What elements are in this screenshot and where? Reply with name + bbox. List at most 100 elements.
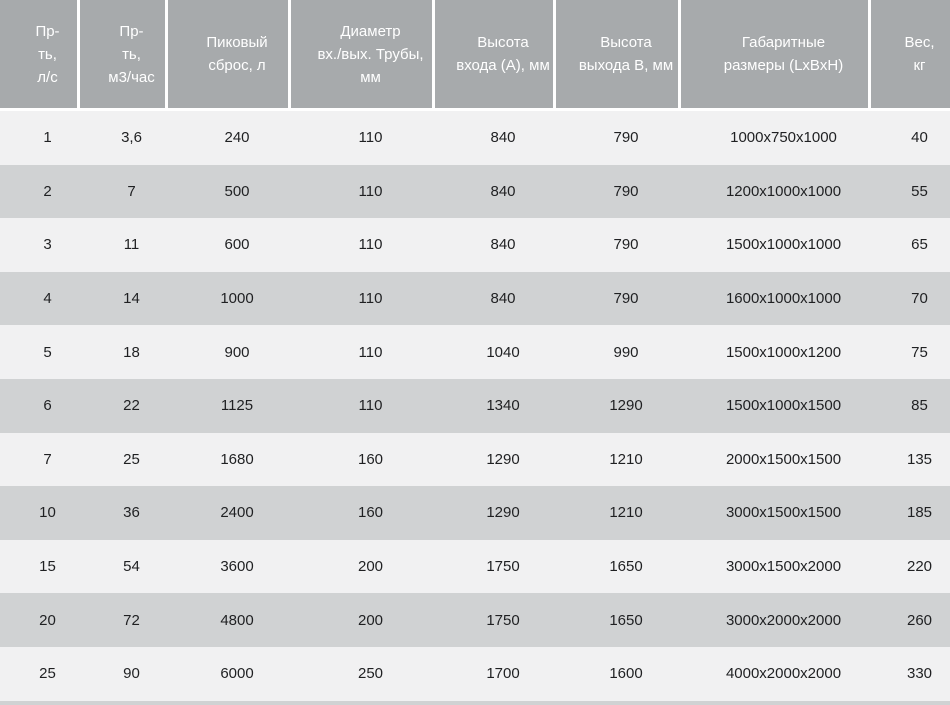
- cell: 110: [358, 397, 383, 415]
- cell: 2000x1500x1500: [725, 450, 842, 468]
- cell: 1500x1000x1500: [725, 397, 842, 415]
- table-row: 20 72 4800 200 1750 1650 3000x2000x2000 260: [0, 593, 950, 647]
- cell: 1680: [220, 450, 254, 468]
- table-row: 4 14 1000 110 840 790 1600x1000x1000 70: [0, 271, 950, 326]
- cell: 11: [123, 236, 140, 254]
- cell: 1650: [609, 611, 643, 629]
- cell: 20: [39, 611, 56, 629]
- table-row: 6 22 1125 110 1340 1290 1500x1000x1500 85: [0, 378, 950, 433]
- cell: 3000x1500x2000: [725, 558, 842, 576]
- column-header-productivity-ls: Пр- ть, л/с: [0, 0, 77, 108]
- cell: 3000x2000x2000: [725, 611, 842, 629]
- table-row: 5 18 900 110 1040 990 1500x1000x1200 75: [0, 325, 950, 379]
- cell: 25: [39, 665, 56, 683]
- cell: 22: [123, 397, 140, 415]
- cell: 6000: [220, 665, 254, 683]
- cell: 25: [123, 450, 140, 468]
- cell: 4: [43, 290, 52, 308]
- cell: 185: [906, 504, 933, 522]
- column-header-weight: Вес, кг: [871, 0, 950, 108]
- cell: 240: [224, 129, 250, 147]
- cell: 110: [358, 290, 383, 308]
- cell: 70: [911, 290, 928, 308]
- cell: 990: [613, 343, 639, 361]
- cell: 2400: [220, 504, 254, 522]
- cell: 4000x2000x2000: [725, 665, 842, 683]
- cell: 1340: [486, 397, 520, 415]
- cell: 200: [357, 558, 384, 576]
- table-row: 25 90 6000 250 1700 1600 4000x2000x2000 330: [0, 646, 950, 701]
- cell: 1: [43, 129, 52, 147]
- cell: 7: [43, 450, 52, 468]
- table-row: 10 36 2400 160 1290 1210 3000x1500x1500 185: [0, 486, 950, 540]
- cell: 14: [123, 290, 140, 308]
- cell: 110: [358, 182, 383, 200]
- table-row: 1 3,6 240 110 840 790 1000x750x1000 40: [0, 111, 950, 165]
- cell: 1500x1000x1000: [725, 236, 842, 254]
- cell: 90: [123, 665, 140, 683]
- column-header-outlet-height: Высота выхода В, мм: [556, 0, 678, 108]
- cell: 1750: [486, 611, 520, 629]
- cell: 40: [911, 129, 928, 147]
- cell: 1210: [609, 504, 643, 522]
- cell: 840: [490, 182, 516, 200]
- cell: 55: [911, 182, 928, 200]
- cell: 1000x750x1000: [730, 129, 837, 147]
- cell: 840: [490, 236, 516, 254]
- cell: 15: [39, 558, 56, 576]
- cell: 3000x1500x1500: [725, 504, 842, 522]
- cell: 3,6: [121, 129, 142, 147]
- cell: 110: [358, 129, 383, 147]
- cell: 10: [39, 504, 56, 522]
- cell: 1600x1000x1000: [725, 290, 842, 308]
- cell: 1600: [609, 665, 643, 683]
- next-row-partial: [0, 700, 950, 705]
- cell: 4800: [220, 611, 254, 629]
- column-header-productivity-m3h: Пр- ть, м3/час: [80, 0, 165, 108]
- cell: 600: [224, 236, 250, 254]
- cell: 110: [358, 236, 383, 254]
- cell: 2: [43, 182, 52, 200]
- cell: 1210: [609, 450, 643, 468]
- table-row: 3 11 600 110 840 790 1500x1000x1000 65: [0, 218, 950, 272]
- cell: 260: [906, 611, 933, 629]
- cell: 36: [123, 504, 140, 522]
- table-header-row: Пр- ть, л/с Пр- ть, м3/час Пиковый сброс…: [0, 0, 950, 108]
- cell: 1650: [609, 558, 643, 576]
- column-header-inlet-height: Высота входа (А), мм: [435, 0, 553, 108]
- cell: 330: [906, 665, 933, 683]
- cell: 5: [43, 343, 52, 361]
- cell: 790: [613, 129, 639, 147]
- cell: 900: [224, 343, 250, 361]
- cell: 1000: [220, 290, 254, 308]
- cell: 85: [911, 397, 928, 415]
- table-row: 2 7 500 110 840 790 1200x1000x1000 55: [0, 164, 950, 219]
- cell: 72: [123, 611, 140, 629]
- column-header-overall-dimensions: Габаритные размеры (LxBxH): [681, 0, 868, 108]
- cell: 135: [906, 450, 933, 468]
- cell: 1700: [486, 665, 520, 683]
- cell: 1200x1000x1000: [725, 182, 842, 200]
- cell: 7: [127, 182, 136, 200]
- cell: 110: [358, 343, 383, 361]
- column-header-peak-discharge: Пиковый сброс, л: [168, 0, 288, 108]
- cell: 1500x1000x1200: [725, 343, 842, 361]
- cell: 1290: [486, 450, 520, 468]
- table-row: 7 25 1680 160 1290 1210 2000x1500x1500 135: [0, 432, 950, 487]
- cell: 1290: [486, 504, 520, 522]
- cell: 1040: [486, 343, 520, 361]
- cell: 790: [613, 236, 639, 254]
- cell: 54: [123, 558, 140, 576]
- cell: 3600: [220, 558, 254, 576]
- cell: 1750: [486, 558, 520, 576]
- table-body: 1 3,6 240 110 840 790 1000x750x1000 40 2 7 500 110 8…: [0, 111, 950, 701]
- cell: 65: [911, 236, 928, 254]
- cell: 790: [613, 182, 639, 200]
- cell: 75: [911, 343, 928, 361]
- table-row: 15 54 3600 200 1750 1650 3000x1500x2000 220: [0, 539, 950, 594]
- cell: 160: [357, 504, 384, 522]
- cell: 250: [357, 665, 384, 683]
- cell: 160: [357, 450, 384, 468]
- cell: 18: [123, 343, 140, 361]
